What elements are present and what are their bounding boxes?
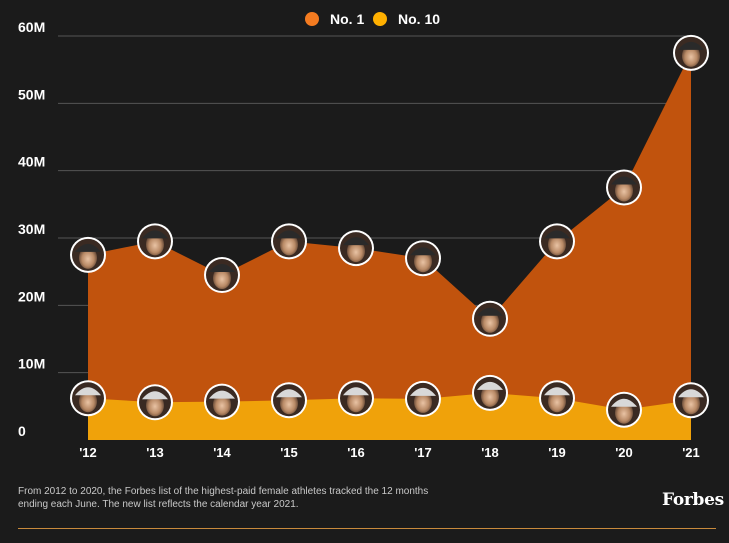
athlete-cap (209, 264, 235, 273)
athlete-face (548, 390, 566, 413)
area-no1 (88, 52, 691, 440)
athlete-face (682, 392, 700, 415)
forbes-logo: Forbes (662, 490, 724, 510)
athlete-cap (343, 387, 369, 396)
x-tick-label: '12 (79, 445, 97, 460)
athlete-cap (75, 387, 101, 396)
point-no10 (539, 380, 575, 417)
athlete-face (79, 246, 97, 269)
athlete-face (615, 179, 633, 202)
point-no1 (472, 300, 508, 337)
athlete-cap (410, 247, 436, 256)
athlete-cap (544, 387, 570, 396)
athlete-cap (477, 381, 503, 390)
athlete-face (414, 250, 432, 273)
legend-marker-no1 (305, 12, 319, 26)
point-no1 (137, 223, 173, 260)
data-markers (70, 34, 709, 428)
athlete-face (213, 267, 231, 290)
legend-marker-no10 (373, 12, 387, 26)
athlete-face (548, 233, 566, 256)
athlete-cap (276, 230, 302, 239)
y-tick-label: 20M (18, 288, 45, 304)
point-no10 (606, 391, 642, 428)
point-no1 (606, 169, 642, 206)
point-no1 (271, 223, 307, 260)
point-no10 (472, 374, 508, 411)
athlete-cap (611, 176, 637, 185)
y-tick-label: 40M (18, 154, 45, 170)
y-tick-label: 0 (18, 423, 26, 439)
x-tick-label: '18 (481, 445, 499, 460)
athlete-cap (75, 243, 101, 252)
point-no10 (405, 380, 441, 417)
athlete-cap (142, 230, 168, 239)
athlete-face (481, 384, 499, 407)
y-tick-label: 10M (18, 356, 45, 372)
athlete-face (481, 310, 499, 333)
athlete-cap (678, 41, 704, 50)
legend-label-no1: No. 1 (330, 11, 364, 27)
x-tick-label: '17 (414, 445, 432, 460)
athlete-cap (544, 230, 570, 239)
athlete-face (347, 390, 365, 413)
athlete-face (280, 392, 298, 415)
athlete-face (146, 233, 164, 256)
athlete-face (414, 390, 432, 413)
point-no10 (271, 382, 307, 419)
athlete-face (79, 390, 97, 413)
x-tick-label: '16 (347, 445, 365, 460)
athlete-cap (209, 390, 235, 399)
point-no1 (539, 223, 575, 260)
x-tick-label: '19 (548, 445, 566, 460)
x-tick-label: '14 (213, 445, 231, 460)
point-no10 (70, 380, 106, 417)
y-tick-label: 50M (18, 86, 45, 102)
x-tick-label: '15 (280, 445, 298, 460)
point-no10 (673, 382, 709, 419)
point-no1 (405, 240, 441, 277)
athlete-face (146, 394, 164, 417)
athlete-face (347, 240, 365, 263)
point-no10 (338, 380, 374, 417)
y-tick-label: 30M (18, 221, 45, 237)
point-no10 (137, 384, 173, 421)
athlete-face (280, 233, 298, 256)
point-no1 (673, 34, 709, 71)
point-no1 (204, 257, 240, 294)
legend-label-no10: No. 10 (398, 11, 440, 27)
athlete-cap (410, 387, 436, 396)
athlete-cap (611, 398, 637, 407)
x-tick-label: '13 (146, 445, 164, 460)
athlete-cap (276, 389, 302, 398)
athlete-cap (477, 307, 503, 316)
athlete-face (213, 393, 231, 416)
athlete-cap (142, 391, 168, 400)
y-tick-label: 60M (18, 19, 45, 35)
footer-rule (18, 528, 716, 529)
athlete-face (682, 44, 700, 67)
y-axis-ticks: 0 10M 20M 30M 40M 50M 60M (18, 19, 45, 439)
x-axis-ticks: '12 '13 '14 '15 '16 '17 '18 '19 '20 '21 (79, 445, 700, 460)
point-no10 (204, 383, 240, 420)
point-no1 (338, 230, 374, 267)
x-tick-label: '21 (682, 445, 700, 460)
athlete-cap (678, 389, 704, 398)
athlete-cap (343, 237, 369, 246)
x-tick-label: '20 (615, 445, 633, 460)
footnote: From 2012 to 2020, the Forbes list of th… (18, 486, 429, 510)
athlete-face (615, 401, 633, 424)
legend: No. 1 No. 10 (305, 11, 440, 27)
point-no1 (70, 236, 106, 273)
